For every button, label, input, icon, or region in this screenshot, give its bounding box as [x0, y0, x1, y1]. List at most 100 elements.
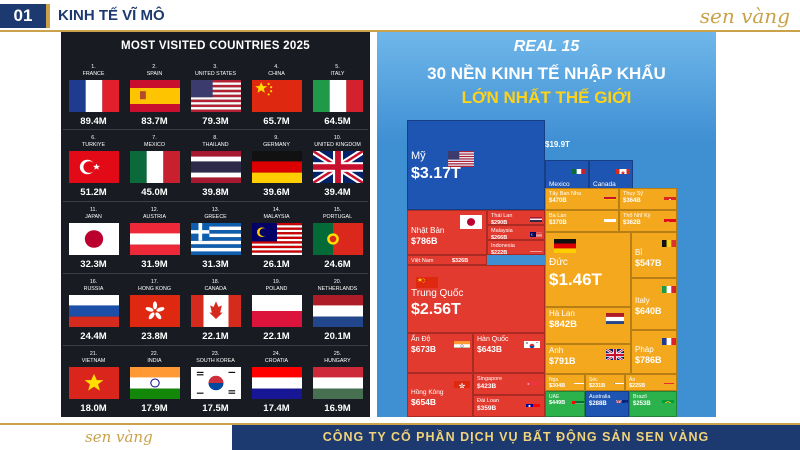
section-number-stripe: [46, 4, 50, 28]
country-name: Bỉ: [635, 248, 643, 258]
country-name: THAILAND: [202, 142, 229, 148]
import-value: $231B: [589, 383, 606, 389]
country-name: Italy: [635, 296, 650, 306]
visitor-count: 39.4M: [324, 187, 351, 198]
panel-title-line2: LỚN NHẤT THẾ GIỚI: [461, 88, 632, 107]
turkey-flag-icon: [664, 214, 676, 222]
brand-logo: sen vàng: [700, 4, 790, 28]
import-value: $643B: [477, 344, 503, 354]
poland-flag-icon: [252, 295, 302, 327]
country-label: 9. GERMANY: [246, 135, 307, 149]
panel-title: MOST VISITED COUNTRIES 2025: [121, 40, 310, 52]
visitor-count: 26.1M: [263, 259, 290, 270]
italy-flag-icon: [662, 283, 676, 293]
canada-flag-icon: [191, 295, 241, 327]
country-rank: 1.: [91, 64, 96, 70]
uk-flag-icon: [606, 348, 624, 360]
germany-flag-icon: [554, 239, 576, 253]
country-rank: 22.: [150, 351, 159, 357]
country-rank: 23.: [211, 351, 220, 357]
country-name: SOUTH KOREA: [196, 358, 235, 364]
import-value: $304B: [549, 383, 566, 389]
brazil-flag-icon: [662, 395, 674, 403]
import-box: Việt Nam $326B: [407, 255, 487, 265]
import-value: $2.56T: [411, 300, 461, 318]
country-name: FRANCE: [82, 71, 105, 77]
country-cell: 5. ITALY 64.5M: [307, 60, 368, 131]
country-cell: 24. CROATIA 17.4M: [246, 347, 307, 418]
import-value: $842B: [549, 319, 577, 330]
import-box: Nga $304B: [545, 374, 585, 391]
row-divider: [63, 345, 368, 346]
country-name: Đài Loan: [477, 398, 500, 404]
country-name: MALAYSIA: [263, 214, 290, 220]
country-label: 25. HUNGARY: [307, 351, 368, 365]
import-box: Áo $225B: [625, 374, 677, 391]
hongkong-flag-icon: [454, 378, 470, 388]
country-label: 11. JAPAN: [63, 207, 124, 221]
import-value: $290B: [491, 219, 508, 225]
import-value: $640B: [635, 306, 662, 317]
country-rank: 11.: [90, 207, 97, 213]
import-value: $222B: [491, 249, 508, 255]
visitor-count: 16.9M: [324, 403, 351, 414]
brand-logo-text: sen vàng: [699, 4, 790, 28]
import-box: Ba Lan $370B: [545, 210, 619, 232]
country-rank: 8.: [213, 135, 218, 141]
country-name: VIETNAM: [81, 358, 106, 364]
visitor-count: 45.0M: [141, 187, 168, 198]
visitor-count: 24.6M: [324, 259, 351, 270]
country-cell: 25. HUNGARY 16.9M: [307, 347, 368, 418]
australia-flag-icon: [616, 395, 628, 403]
country-name: HUNGARY: [324, 358, 351, 364]
indonesia-flag-icon: [530, 243, 542, 252]
country-label: 10. UNITED KINGDOM: [307, 135, 368, 149]
import-value: $326B: [452, 257, 469, 264]
country-rank: 21.: [89, 351, 98, 357]
country-rank: 7.: [152, 135, 157, 141]
country-cell: 15. PORTUGAL 24.6M: [307, 203, 368, 274]
country-cell: 11. JAPAN 32.3M: [63, 203, 124, 274]
country-name: UNITED KINGDOM: [314, 142, 361, 148]
country-name: Hàn Quốc: [477, 336, 509, 343]
country-rank: 19.: [272, 279, 281, 285]
china-flag-icon: [252, 80, 302, 112]
section-number: 01: [0, 4, 46, 28]
country-name: GREECE: [204, 214, 227, 220]
country-label: 16. RUSSIA: [63, 279, 124, 293]
import-value: $786B: [635, 355, 662, 366]
country-rank: 6.: [91, 135, 96, 141]
korea-flag-icon: [191, 367, 241, 399]
country-label: 22. INDIA: [124, 351, 185, 365]
croatia-flag-icon: [252, 367, 302, 399]
import-value: $423B: [477, 382, 497, 390]
uk-flag-icon: [313, 151, 363, 183]
country-cell: 23. SOUTH KOREA 17.5M: [185, 347, 246, 418]
portugal-flag-icon: [313, 223, 363, 255]
import-box: Australia $288B: [585, 391, 629, 417]
country-cell: 22. INDIA 17.9M: [124, 347, 185, 418]
country-name: Việt Nam: [411, 257, 434, 264]
country-label: 15. PORTUGAL: [307, 207, 368, 221]
footer-logo-area: [0, 425, 232, 450]
country-name: RUSSIA: [83, 286, 104, 292]
china-flag-icon: [416, 276, 438, 288]
country-name: Nhật Bản: [411, 225, 445, 235]
vietnam-flag-icon: [69, 367, 119, 399]
country-label: 7. MEXICO: [124, 135, 185, 149]
import-box: Bỉ $547B: [631, 232, 677, 278]
country-cell: 20. NETHERLANDS 20.1M: [307, 275, 368, 346]
canada-flag-icon: [616, 165, 630, 174]
country-rank: 4.: [274, 64, 279, 70]
visitor-count: 32.3M: [80, 259, 107, 270]
country-label: 19. POLAND: [246, 279, 307, 293]
row-divider: [63, 201, 368, 202]
country-name: Singapore: [477, 376, 503, 382]
country-name: POLAND: [265, 286, 288, 292]
country-cell: 10. UNITED KINGDOM 39.4M: [307, 131, 368, 202]
country-cell: 9. GERMANY 39.6M: [246, 131, 307, 202]
visitor-count: 17.9M: [141, 403, 168, 414]
country-name: CANADA: [204, 286, 227, 292]
country-label: 14. MALAYSIA: [246, 207, 307, 221]
import-box: Malaysia $266B: [487, 225, 545, 240]
